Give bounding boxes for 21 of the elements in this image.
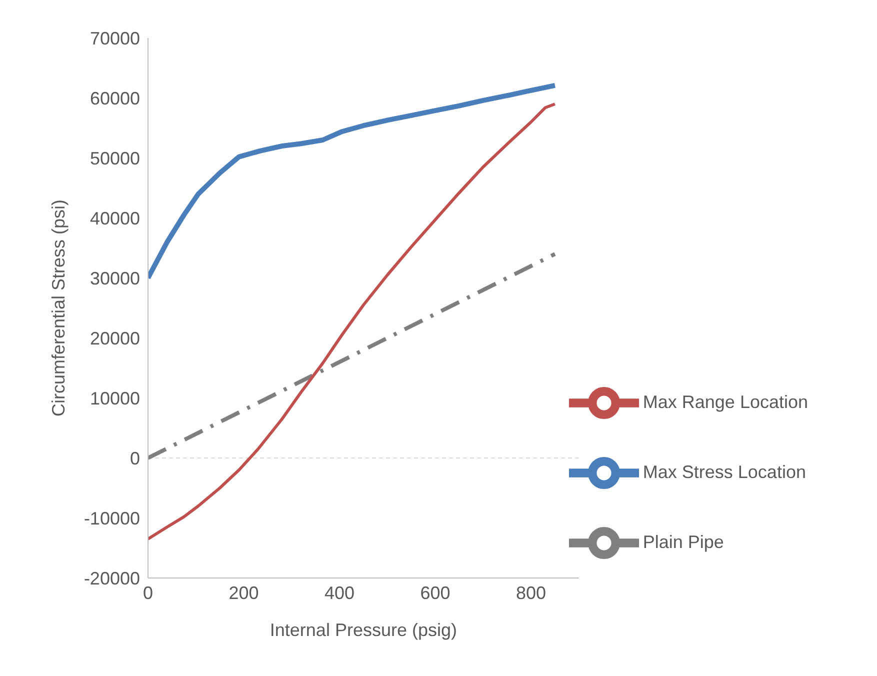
y-tick-label: 60000	[90, 88, 140, 108]
x-tick-label: 400	[324, 582, 355, 603]
x-tick-label: 600	[420, 582, 450, 603]
line-series	[148, 102, 556, 540]
y-tick-label: 0	[130, 448, 140, 468]
legend-label: Max Range Location	[642, 392, 808, 412]
x-tick-label: 200	[228, 582, 259, 603]
y-axis-title: Circumferential Stress (psi)	[48, 199, 68, 417]
y-tick-label: -20000	[84, 568, 140, 588]
y-tick-label: 10000	[90, 388, 140, 408]
x-tick-label: 800	[516, 582, 546, 603]
x-tick-label: 0	[142, 582, 154, 603]
y-tick-label: -10000	[84, 508, 140, 528]
x-axis-title: Internal Pressure (psig)	[270, 620, 457, 640]
y-tick-label: 30000	[90, 268, 140, 288]
legend-label: Max Stress Location	[642, 462, 806, 482]
y-tick-label: 50000	[90, 148, 140, 168]
y-tick-label: 20000	[90, 328, 140, 348]
legend-label: Plain Pipe	[642, 532, 724, 552]
y-tick-label: 40000	[90, 208, 140, 228]
y-tick-label: 70000	[90, 28, 140, 48]
